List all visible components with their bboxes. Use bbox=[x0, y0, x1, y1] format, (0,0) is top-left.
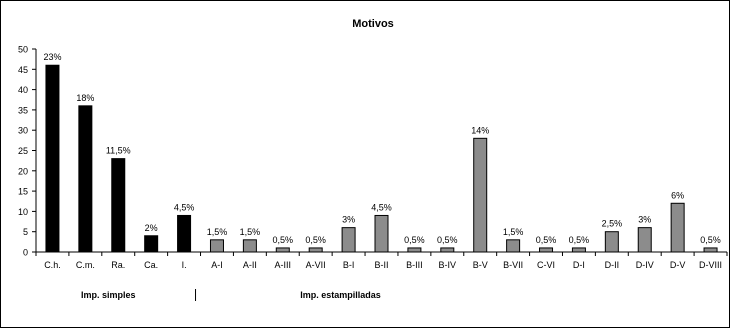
data-label: 2% bbox=[145, 223, 158, 233]
y-tick-label: 20 bbox=[18, 166, 28, 176]
data-label: 0,5% bbox=[404, 235, 425, 245]
bar bbox=[670, 202, 685, 253]
bar bbox=[275, 247, 290, 253]
y-tick-label: 0 bbox=[23, 248, 28, 258]
x-tick-label: C-VI bbox=[537, 260, 555, 270]
y-tick-label: 5 bbox=[23, 227, 28, 237]
x-tick-label: C.h. bbox=[44, 260, 61, 270]
group-labels: Imp. simples Imp. estampilladas bbox=[81, 289, 381, 301]
y-tick-label: 50 bbox=[18, 45, 28, 55]
data-label: 4,5% bbox=[371, 202, 392, 212]
bar bbox=[78, 105, 93, 253]
x-tick-label: A-II bbox=[243, 260, 257, 270]
x-tick-label: D-II bbox=[605, 260, 620, 270]
bar bbox=[209, 239, 224, 253]
data-label: 0,5% bbox=[536, 235, 557, 245]
x-tick-label: A-VII bbox=[306, 260, 326, 270]
bar bbox=[571, 247, 586, 253]
bar bbox=[637, 227, 652, 253]
bar bbox=[440, 247, 455, 253]
data-label: 1,5% bbox=[240, 227, 261, 237]
bar-series bbox=[45, 64, 718, 253]
bar bbox=[242, 239, 257, 253]
bar bbox=[506, 239, 521, 253]
bar bbox=[308, 247, 323, 253]
data-label: 2,5% bbox=[602, 219, 623, 229]
bar bbox=[111, 158, 126, 253]
bar bbox=[473, 137, 488, 253]
x-tick-label: D-VIII bbox=[699, 260, 722, 270]
x-tick-label: A-III bbox=[275, 260, 292, 270]
x-tick-label: B-I bbox=[343, 260, 355, 270]
bar bbox=[341, 227, 356, 253]
data-label: 3% bbox=[342, 215, 355, 225]
data-label: 23% bbox=[43, 52, 61, 62]
data-label: 0,5% bbox=[437, 235, 458, 245]
x-tick-label: B-II bbox=[374, 260, 388, 270]
group-label: Imp. simples bbox=[81, 290, 136, 300]
x-tick-label: C.m. bbox=[76, 260, 95, 270]
y-tick-label: 10 bbox=[18, 207, 28, 217]
x-tick-label: B-VII bbox=[503, 260, 523, 270]
data-label: 3% bbox=[638, 215, 651, 225]
x-tick-label: D-I bbox=[573, 260, 585, 270]
data-label: 11,5% bbox=[106, 146, 131, 156]
x-tick-label: Ca. bbox=[144, 260, 158, 270]
x-tick-label: B-IV bbox=[439, 260, 457, 270]
y-tick-label: 45 bbox=[18, 65, 28, 75]
x-tick-label: D-V bbox=[670, 260, 686, 270]
bar bbox=[374, 214, 389, 253]
bar bbox=[703, 247, 718, 253]
data-label: 4,5% bbox=[174, 202, 195, 212]
data-label: 1,5% bbox=[503, 227, 524, 237]
x-tick-label: B-III bbox=[406, 260, 423, 270]
x-tick-label: Ra. bbox=[111, 260, 125, 270]
data-label: 0,5% bbox=[273, 235, 294, 245]
data-label: 0,5% bbox=[700, 235, 721, 245]
data-label: 6% bbox=[671, 190, 684, 200]
y-tick-label: 30 bbox=[18, 126, 28, 136]
bar bbox=[177, 214, 192, 253]
bar bbox=[407, 247, 422, 253]
bar bbox=[604, 231, 619, 253]
x-tick-label: A-I bbox=[211, 260, 223, 270]
data-label: 18% bbox=[76, 93, 94, 103]
group-label: Imp. estampilladas bbox=[300, 290, 381, 300]
x-tick-label: D-IV bbox=[636, 260, 654, 270]
bar bbox=[45, 64, 60, 253]
x-tick-label: I. bbox=[182, 260, 187, 270]
y-tick-label: 35 bbox=[18, 105, 28, 115]
y-tick-label: 15 bbox=[18, 187, 28, 197]
data-label: 0,5% bbox=[569, 235, 590, 245]
y-tick-label: 40 bbox=[18, 85, 28, 95]
data-label: 14% bbox=[471, 125, 489, 135]
data-labels: 23% 18% 11,5% 2% 4,5% 1,5% 1,5% 0,5% 0,5% 3% 4,5% 0… bbox=[43, 52, 720, 245]
x-tick-labels: C.h. C.m. Ra. Ca. I. A-I A-II A-III A-VII B-I B-II… bbox=[44, 260, 722, 270]
bar bbox=[539, 247, 554, 253]
y-tick-label: 25 bbox=[18, 146, 28, 156]
data-label: 1,5% bbox=[207, 227, 228, 237]
bar bbox=[144, 235, 159, 253]
x-tick-label: B-V bbox=[473, 260, 488, 270]
data-label: 0,5% bbox=[305, 235, 326, 245]
chart-title: Motivos bbox=[352, 18, 394, 30]
